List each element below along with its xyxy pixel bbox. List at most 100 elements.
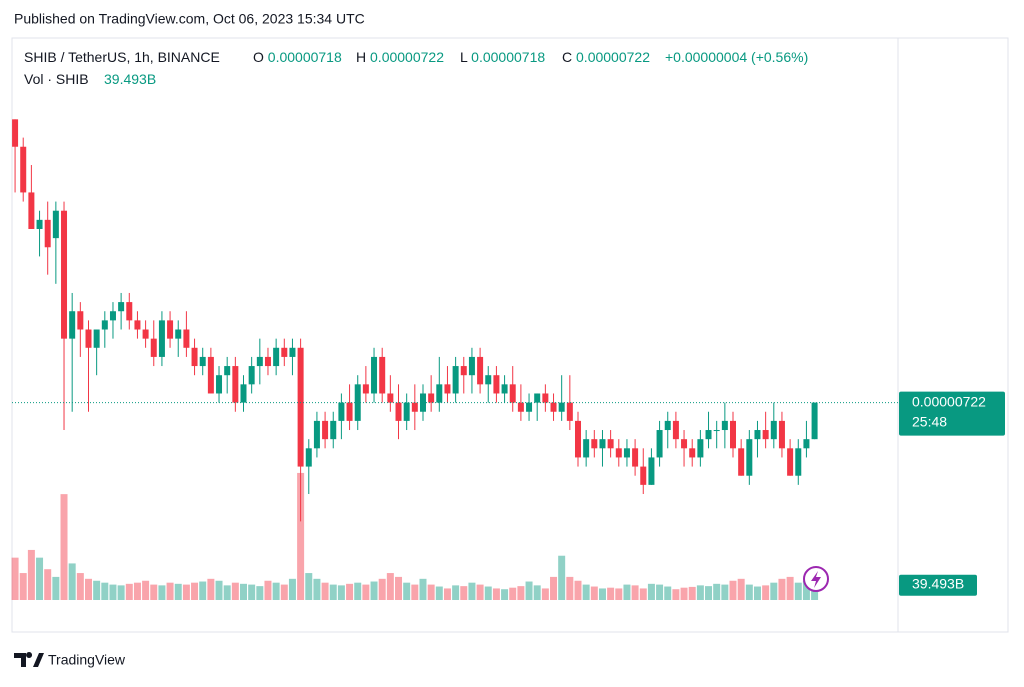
candle-body	[428, 393, 435, 403]
alert-icon[interactable]	[803, 566, 829, 592]
candle-body	[85, 329, 92, 348]
candle-body	[371, 356, 378, 394]
volume-bar	[174, 583, 182, 600]
brand-logo	[14, 652, 44, 667]
volume-bar	[44, 569, 52, 600]
last-price-label: 0.00000722	[912, 393, 986, 409]
volume-bar	[574, 580, 582, 600]
volume-bar	[811, 584, 819, 600]
volume-bar	[647, 583, 655, 600]
countdown: 25:48	[912, 413, 947, 429]
high-value: 0.00000722	[370, 49, 444, 65]
candle-body	[330, 420, 337, 440]
volume-bar	[607, 587, 615, 600]
volume-bar	[125, 583, 133, 600]
volume-bar	[443, 588, 451, 600]
candle-body	[656, 430, 663, 458]
volume-bar	[231, 582, 239, 600]
candle-body	[485, 375, 492, 385]
overlay: 0.00000722 25:48 39.493B	[12, 391, 1005, 596]
volume-bar	[158, 585, 166, 600]
volume-bar	[509, 587, 517, 600]
volume-bar	[729, 580, 737, 600]
candle-body	[542, 393, 549, 403]
volume-bar	[109, 584, 117, 600]
volume-bar	[492, 588, 500, 600]
candle-body	[517, 402, 524, 412]
candle-body	[362, 384, 369, 394]
candle-body	[468, 356, 475, 376]
candle-body	[795, 448, 802, 476]
volume-bar	[182, 584, 190, 600]
candle-body	[778, 420, 785, 449]
candle-body	[640, 466, 647, 485]
candle-body	[534, 393, 541, 403]
volume-axis-label: 39.493B	[912, 575, 964, 591]
open-value: 0.00000718	[268, 49, 342, 65]
candle-body	[281, 347, 288, 357]
volume-bar	[27, 549, 35, 600]
volume-bar	[476, 584, 484, 600]
volume-bar	[696, 585, 704, 600]
candle-body	[61, 210, 68, 339]
candle-body	[623, 448, 630, 458]
volume-bar	[705, 586, 713, 600]
volume-bar	[166, 582, 174, 600]
volume-bar	[52, 576, 60, 600]
volume-bar	[794, 582, 802, 600]
candle-body	[207, 356, 214, 394]
published-note: Published on TradingView.com, Oct 06, 20…	[14, 11, 365, 27]
volume-bar	[370, 581, 378, 600]
candle-body	[199, 356, 206, 367]
chart-frame	[11, 37, 1009, 633]
candle-body	[770, 420, 777, 440]
volume-bar	[395, 576, 403, 600]
candle-body	[599, 439, 606, 449]
volume-bar	[362, 584, 370, 600]
volume-bar	[297, 472, 305, 600]
volume-bar	[264, 580, 272, 600]
volume-bar	[737, 578, 745, 600]
candle-body	[403, 402, 410, 421]
candle-body	[575, 420, 582, 458]
volume-bar	[411, 584, 419, 600]
volume-bar	[101, 582, 109, 600]
volume-bar	[786, 576, 794, 600]
volume-bar	[378, 578, 386, 600]
volume-bar	[460, 586, 468, 600]
volume-bar	[403, 582, 411, 600]
volume-bar	[762, 585, 770, 600]
candle-body	[36, 219, 43, 229]
candle-body	[566, 402, 573, 421]
candle-body	[379, 356, 386, 394]
volume-bar	[680, 587, 688, 600]
candle-body	[305, 448, 312, 467]
volume-bar	[558, 555, 566, 600]
volume-bar	[272, 582, 280, 600]
candle-body	[411, 402, 418, 412]
volume-bar	[19, 573, 27, 600]
candle-body	[452, 366, 459, 394]
candle-body	[150, 338, 157, 357]
volume-bar	[346, 583, 354, 600]
candle-body	[558, 402, 565, 412]
candle-body	[632, 448, 639, 467]
candle-body	[664, 420, 671, 431]
candle-body	[224, 366, 231, 376]
volume-bar	[525, 581, 533, 600]
open-label: O	[253, 49, 264, 65]
change: +0.00000004 (+0.56%)	[665, 49, 808, 65]
volume-bar	[688, 586, 696, 600]
candle-body	[509, 384, 516, 403]
candle-body	[672, 420, 679, 440]
candle-body	[526, 402, 533, 412]
volume-bar	[256, 586, 264, 600]
volume-bar	[280, 584, 288, 600]
candle-body	[240, 384, 247, 403]
volume-bar	[501, 589, 509, 600]
candle-body	[444, 384, 451, 394]
candle-body	[126, 302, 133, 321]
candle-body	[183, 329, 190, 348]
volume-bar	[321, 582, 329, 600]
